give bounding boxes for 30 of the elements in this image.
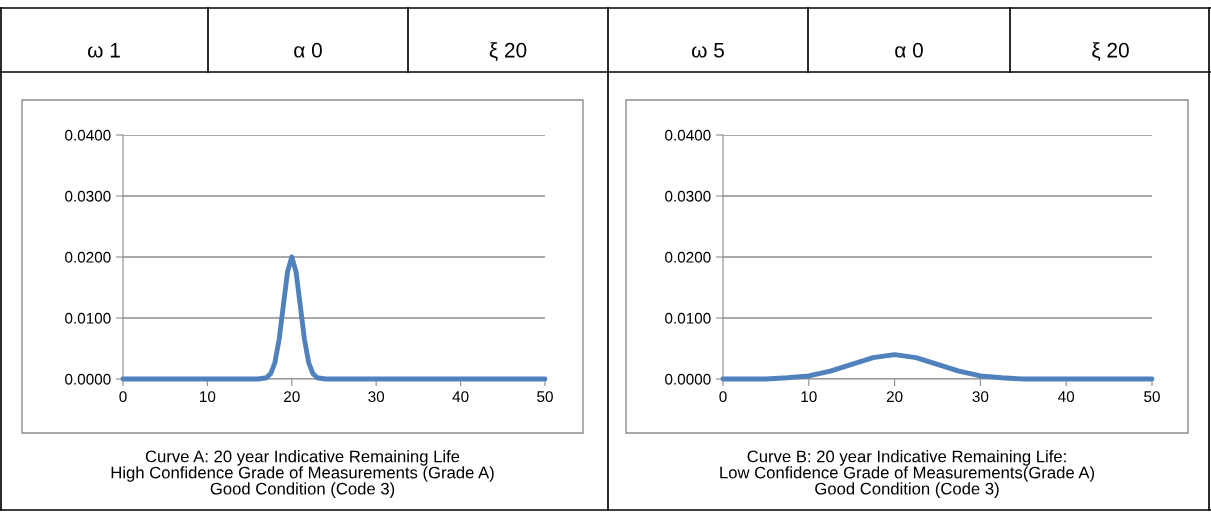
y-tick-label: 0.0200 [665,251,711,263]
x-tick-label: 0 [719,391,727,403]
x-tick-label: 20 [886,391,903,403]
text: ξ 20 [489,42,527,61]
y-tick-label: 0.0300 [65,190,111,202]
y-tick-label: 0.0400 [665,129,711,141]
y-tick-label: 0.0400 [65,129,111,141]
x-tick-label: 0 [119,391,127,403]
x-tick-label: 50 [1144,391,1160,403]
y-tick-label: 0.0300 [665,190,711,202]
x-tick-label: 50 [537,391,553,403]
text: ξ 20 [1092,42,1129,61]
x-tick-label: 10 [200,391,216,403]
text: α 0 [294,42,322,58]
y-tick-label: 0.0100 [665,312,711,324]
text: ω 1 [88,43,120,58]
x-tick-label: 30 [368,391,385,403]
x-tick-label: 20 [284,391,300,403]
y-tick-label: 0.0200 [65,251,111,263]
text: ω 5 [692,43,724,58]
x-tick-label: 30 [972,391,989,403]
y-tick-label: 0.0100 [65,312,111,324]
x-tick-label: 10 [801,391,817,403]
x-tick-label: 40 [452,391,469,403]
y-tick-label: 0.0000 [65,373,111,385]
text: Curve B: 20 year Indicative Remaining Life: Low Confidence Grade of Measurements(Grade A) Good Condition (Code 3) [720,450,1095,498]
x-tick-label: 40 [1058,391,1075,403]
y-tick-label: 0.0000 [665,373,711,385]
text: Curve A: 20 year Indicative Remaining Life High Confidence Grade of Measurements (Grade A) Good Condition (Code 3) [111,450,494,498]
text: α 0 [895,42,923,58]
